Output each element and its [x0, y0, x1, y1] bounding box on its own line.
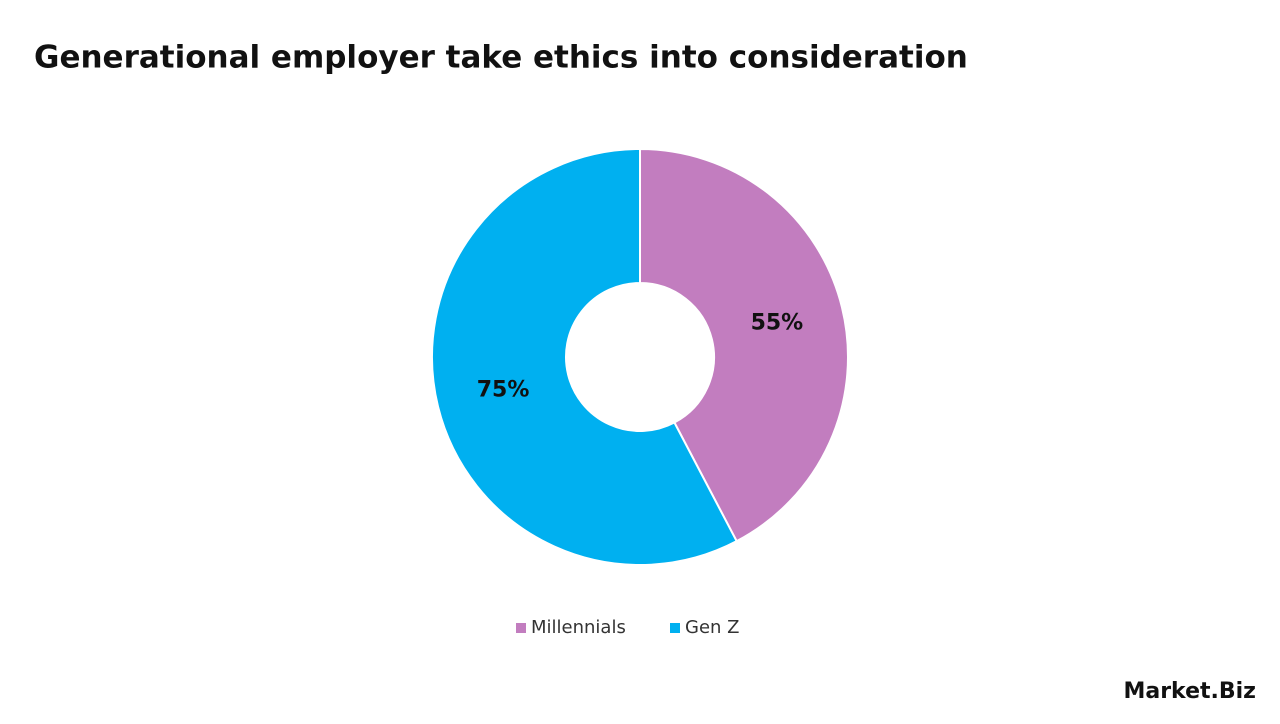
donut-slice: [639, 147, 849, 543]
logo: Market.Biz: [1123, 679, 1256, 704]
legend-swatch: [670, 623, 680, 633]
legend-label: Gen Z: [685, 617, 739, 638]
data-label: 55%: [751, 310, 804, 335]
legend-swatch: [516, 623, 526, 633]
data-label: 75%: [477, 378, 530, 403]
chart-title: Generational employer take ethics into c…: [34, 40, 968, 76]
donut-slice: [431, 147, 739, 566]
legend-label: Millennials: [531, 617, 626, 638]
